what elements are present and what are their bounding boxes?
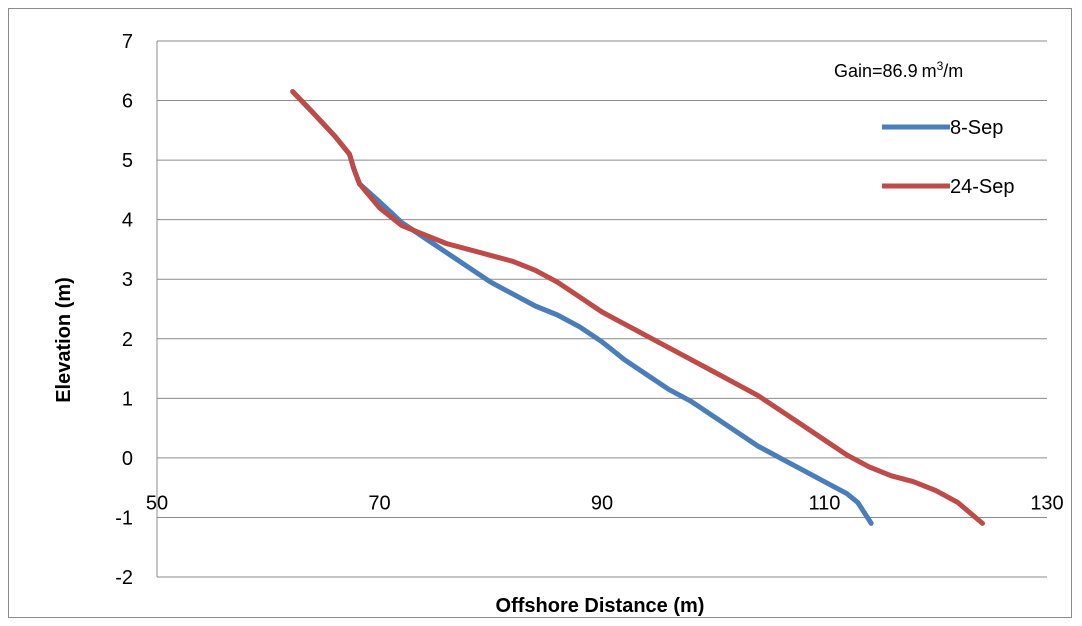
y-tick-label: 1 xyxy=(122,388,133,410)
chart-area xyxy=(8,8,1072,618)
legend: 8-Sep 24-Sep xyxy=(882,117,1015,198)
legend-label-8-sep: 8-Sep xyxy=(950,117,1003,139)
gridlines xyxy=(156,40,1047,578)
series-line-24-sep xyxy=(290,89,985,526)
x-axis-title: Offshore Distance (m) xyxy=(496,595,705,617)
x-tick-label: 110 xyxy=(809,492,841,514)
y-tick-label: 6 xyxy=(122,91,133,113)
y-tick-label: 2 xyxy=(122,329,133,351)
x-tick-label: 50 xyxy=(146,492,168,514)
x-tick-label: 70 xyxy=(368,492,390,514)
gain-annotation: Gain=86.9 m3/m xyxy=(834,59,963,81)
y-tick-label: 0 xyxy=(122,448,133,470)
y-tick-label: 5 xyxy=(122,150,133,172)
y-tick-label: 7 xyxy=(122,31,133,53)
series-lines xyxy=(290,89,985,526)
y-axis-ticks: 7 6 5 4 3 2 1 0 -1 -2 xyxy=(115,31,133,589)
series-line-8-sep xyxy=(290,89,874,526)
x-tick-label: 130 xyxy=(1030,492,1063,514)
y-tick-label: 3 xyxy=(122,269,133,291)
y-tick-label: -1 xyxy=(115,507,133,529)
legend-label-24-sep: 24-Sep xyxy=(950,176,1015,198)
y-tick-label: 4 xyxy=(122,210,133,232)
x-axis-ticks: 50 70 90 110 130 xyxy=(146,492,1064,514)
y-axis-title: Elevation (m) xyxy=(53,277,75,403)
x-tick-label: 90 xyxy=(591,492,613,514)
y-tick-label: -2 xyxy=(115,567,133,589)
